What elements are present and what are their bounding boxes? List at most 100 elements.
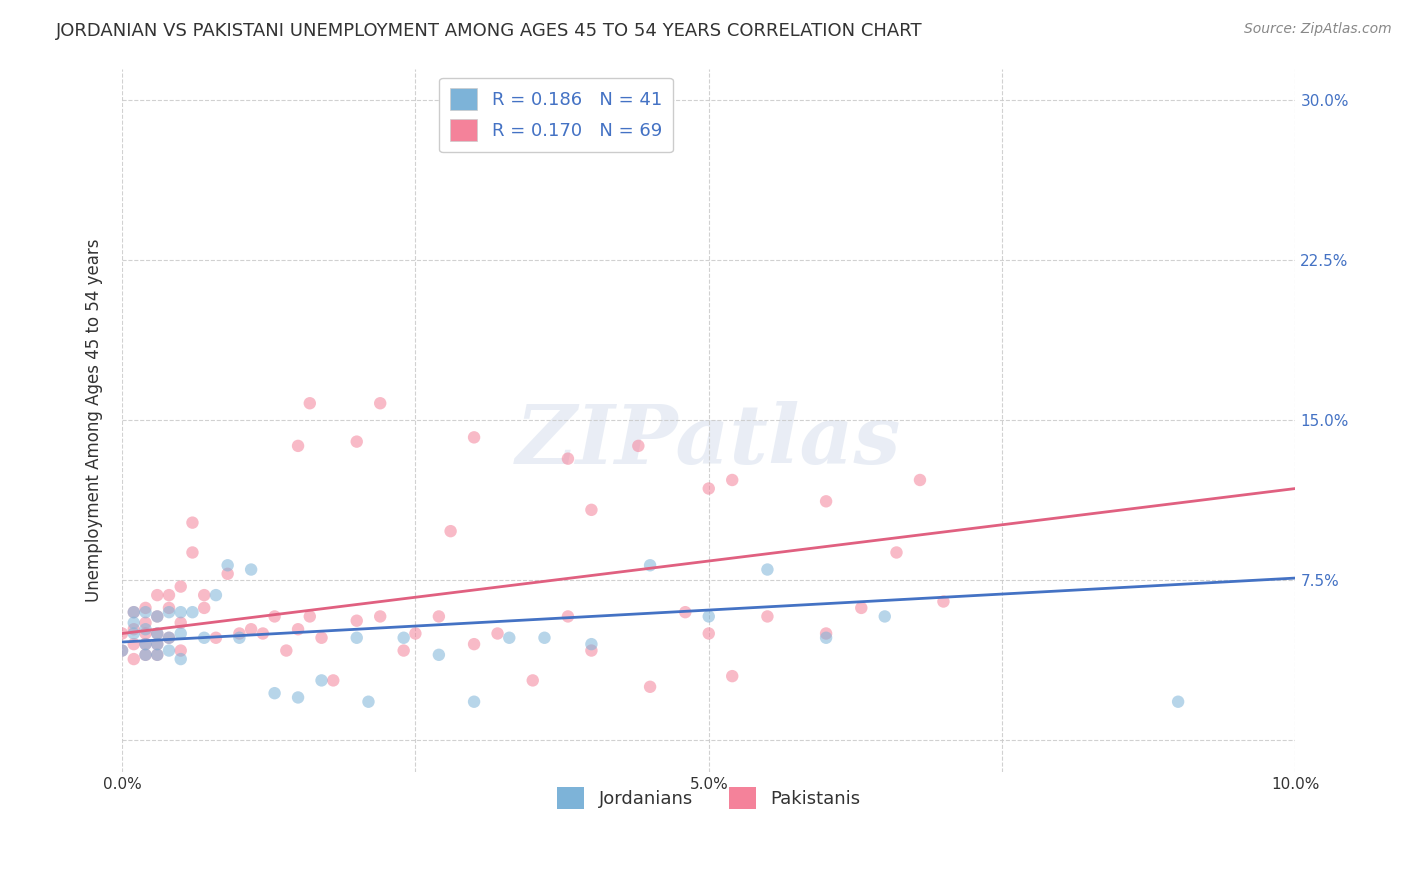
Point: [287, 690, 309, 705]
Point: [170, 652, 193, 666]
Point: [697, 482, 720, 496]
Point: [228, 631, 250, 645]
Point: [240, 622, 263, 636]
Point: [146, 626, 169, 640]
Text: ZIPatlas: ZIPatlas: [516, 401, 901, 482]
Point: [111, 626, 134, 640]
Point: [932, 594, 955, 608]
Point: [581, 637, 603, 651]
Point: [228, 626, 250, 640]
Point: [522, 673, 544, 688]
Point: [146, 609, 169, 624]
Point: [815, 626, 838, 640]
Point: [122, 615, 145, 630]
Point: [205, 631, 228, 645]
Point: [122, 626, 145, 640]
Point: [311, 631, 333, 645]
Point: [287, 622, 309, 636]
Point: [851, 601, 873, 615]
Point: [287, 439, 309, 453]
Point: [146, 648, 169, 662]
Point: [627, 439, 650, 453]
Point: [122, 605, 145, 619]
Point: [392, 631, 415, 645]
Point: [205, 588, 228, 602]
Point: [263, 686, 285, 700]
Point: [439, 524, 461, 538]
Point: [908, 473, 931, 487]
Point: [157, 601, 180, 615]
Point: [157, 643, 180, 657]
Point: [157, 605, 180, 619]
Point: [134, 622, 156, 636]
Point: [193, 601, 215, 615]
Point: [721, 473, 744, 487]
Point: [217, 566, 239, 581]
Point: [486, 626, 509, 640]
Point: [252, 626, 274, 640]
Point: [134, 601, 156, 615]
Point: [873, 609, 896, 624]
Point: [111, 643, 134, 657]
Point: [157, 631, 180, 645]
Point: [122, 605, 145, 619]
Point: [638, 558, 661, 573]
Point: [170, 615, 193, 630]
Point: [557, 451, 579, 466]
Point: [346, 434, 368, 449]
Point: [276, 643, 298, 657]
Point: [368, 396, 391, 410]
Point: [146, 648, 169, 662]
Point: [181, 516, 204, 530]
Point: [134, 615, 156, 630]
Point: [533, 631, 555, 645]
Point: [122, 637, 145, 651]
Point: [815, 494, 838, 508]
Point: [404, 626, 426, 640]
Point: [146, 637, 169, 651]
Point: [146, 588, 169, 602]
Text: Source: ZipAtlas.com: Source: ZipAtlas.com: [1244, 22, 1392, 37]
Point: [357, 695, 380, 709]
Point: [1167, 695, 1189, 709]
Point: [346, 614, 368, 628]
Point: [697, 626, 720, 640]
Text: JORDANIAN VS PAKISTANI UNEMPLOYMENT AMONG AGES 45 TO 54 YEARS CORRELATION CHART: JORDANIAN VS PAKISTANI UNEMPLOYMENT AMON…: [56, 22, 922, 40]
Point: [311, 673, 333, 688]
Point: [134, 648, 156, 662]
Point: [157, 588, 180, 602]
Point: [134, 626, 156, 640]
Point: [263, 609, 285, 624]
Legend: Jordanians, Pakistanis: Jordanians, Pakistanis: [550, 780, 868, 816]
Point: [886, 545, 908, 559]
Point: [170, 580, 193, 594]
Point: [638, 680, 661, 694]
Point: [392, 643, 415, 657]
Point: [346, 631, 368, 645]
Point: [157, 631, 180, 645]
Point: [427, 648, 450, 662]
Point: [368, 609, 391, 624]
Point: [581, 643, 603, 657]
Point: [581, 503, 603, 517]
Point: [557, 609, 579, 624]
Point: [673, 605, 696, 619]
Point: [146, 626, 169, 640]
Point: [170, 643, 193, 657]
Point: [181, 605, 204, 619]
Point: [298, 609, 321, 624]
Point: [721, 669, 744, 683]
Point: [217, 558, 239, 573]
Y-axis label: Unemployment Among Ages 45 to 54 years: Unemployment Among Ages 45 to 54 years: [86, 238, 103, 602]
Point: [193, 588, 215, 602]
Point: [298, 396, 321, 410]
Point: [122, 652, 145, 666]
Point: [170, 626, 193, 640]
Point: [181, 545, 204, 559]
Point: [134, 648, 156, 662]
Point: [111, 643, 134, 657]
Point: [134, 605, 156, 619]
Point: [756, 562, 779, 576]
Point: [122, 622, 145, 636]
Point: [134, 637, 156, 651]
